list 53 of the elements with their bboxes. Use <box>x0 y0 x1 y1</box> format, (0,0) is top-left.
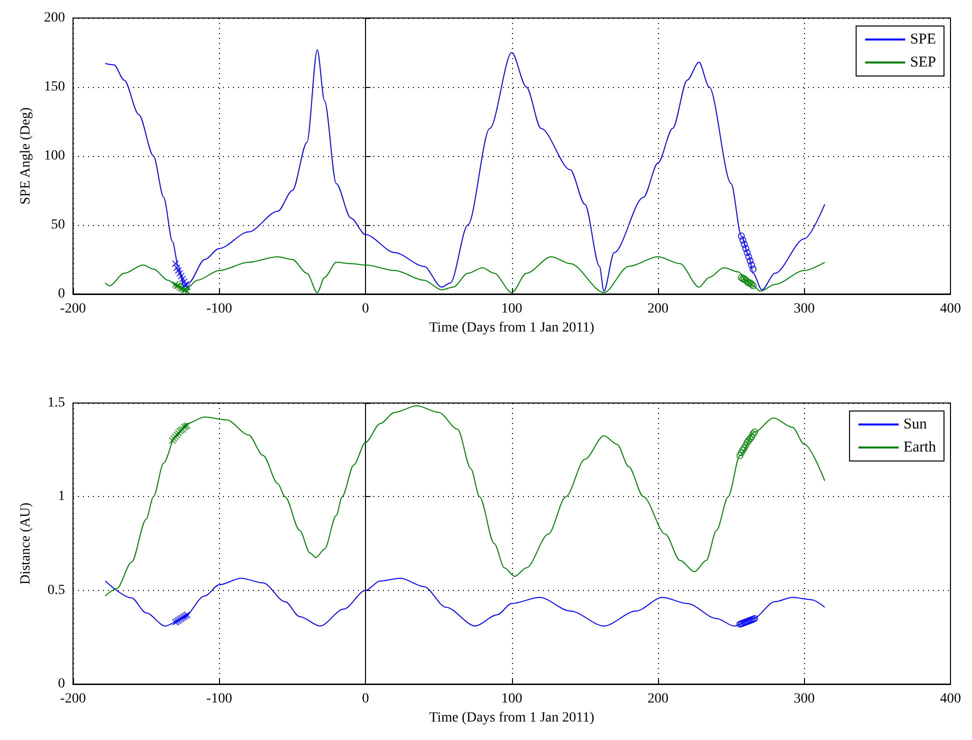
x-tick-label: 300 <box>794 692 815 707</box>
point <box>738 232 745 240</box>
point <box>744 249 751 256</box>
legend-label: SPE <box>910 32 936 48</box>
point <box>748 262 756 269</box>
x-tick-label: 0 <box>362 302 369 316</box>
point <box>746 257 754 264</box>
x-tick-label: 100 <box>501 692 522 707</box>
x-tick-label: -200 <box>60 692 86 707</box>
point <box>748 433 756 440</box>
point <box>173 431 180 438</box>
x-tick-label: -200 <box>60 302 86 316</box>
x-tick-label: 0 <box>362 692 369 707</box>
y-tick-label: 0 <box>58 676 65 692</box>
point <box>742 244 750 252</box>
point <box>744 438 751 446</box>
x-tick-label: 200 <box>648 302 668 316</box>
x-tick-label: 400 <box>940 302 961 316</box>
point <box>739 236 746 244</box>
x-tick-label: -100 <box>206 692 232 707</box>
point <box>745 253 752 260</box>
y-tick-label: 150 <box>44 80 65 94</box>
point <box>742 442 750 449</box>
point <box>736 452 744 459</box>
legend-label: SEP <box>910 54 936 70</box>
y-tick-label: 1 <box>58 489 65 504</box>
line-series <box>104 49 826 292</box>
legend-label: Sun <box>904 416 928 432</box>
point <box>738 449 745 456</box>
point <box>739 446 746 454</box>
line-series <box>104 578 826 627</box>
x-axis-title: Time (Days from 1 Jan 2011) <box>429 320 595 336</box>
point <box>172 260 179 268</box>
y-axis-title: SPE Angle (Deg) <box>18 107 34 205</box>
y-tick-label: 50 <box>51 218 65 232</box>
point <box>750 266 757 273</box>
y-axis-title: Distance (AU) <box>18 502 34 585</box>
point <box>740 444 748 452</box>
y-tick-label: 200 <box>44 10 65 26</box>
line-series <box>104 405 826 597</box>
y-tick-label: 100 <box>44 148 65 164</box>
x-axis-title: Time (Days from 1 Jan 2011) <box>429 710 595 726</box>
x-tick-label: 300 <box>794 302 815 316</box>
y-tick-label: 0.5 <box>48 582 65 598</box>
y-tick-label: 1.5 <box>48 396 65 410</box>
legend-label: Earth <box>904 440 936 456</box>
x-tick-label: -100 <box>206 302 232 316</box>
x-tick-label: 200 <box>648 692 668 707</box>
x-tick-label: 100 <box>501 302 522 316</box>
line-series <box>104 256 826 294</box>
y-tick-label: 0 <box>58 286 65 302</box>
x-tick-label: 400 <box>940 692 961 707</box>
point <box>740 240 748 248</box>
